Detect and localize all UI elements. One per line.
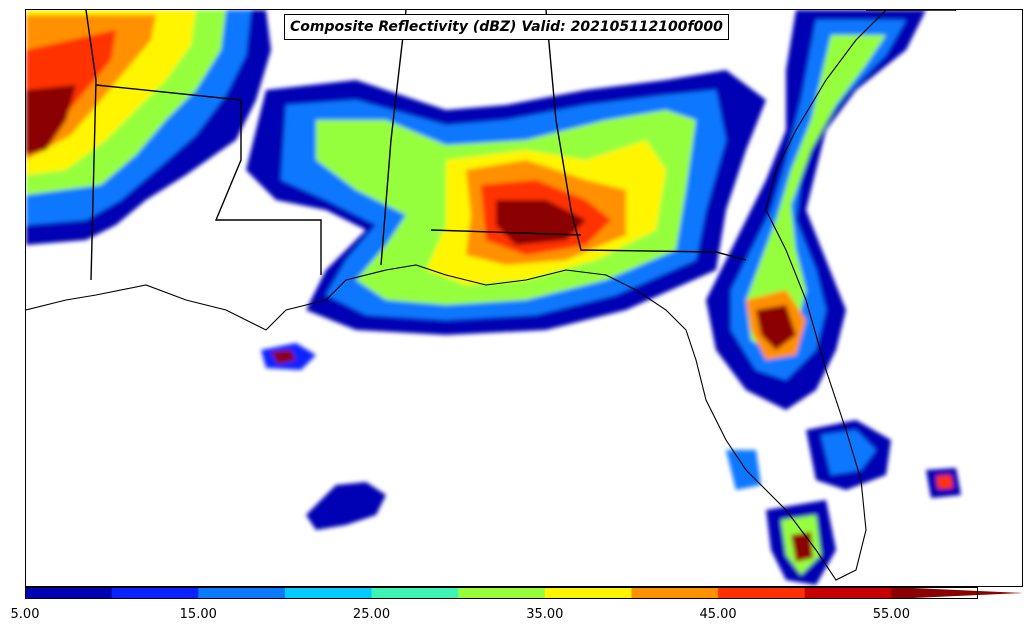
colorbar-bin xyxy=(284,587,373,599)
map-frame[interactable] xyxy=(25,9,1023,587)
colorbar-bin xyxy=(631,587,719,599)
map-title: Composite Reflectivity (dBZ) Valid: 2021… xyxy=(284,14,729,40)
colorbar-bin xyxy=(25,587,113,599)
colorbar-tick-label: 45.00 xyxy=(699,607,737,622)
echo-south-florida xyxy=(726,420,961,585)
colorbar-bin xyxy=(544,587,632,599)
echo-east-coast-line xyxy=(706,10,926,410)
state-borders xyxy=(85,10,956,281)
reflectivity-echoes xyxy=(26,10,961,585)
colorbar-tick-label: 5.00 xyxy=(10,607,40,622)
colorbar-tick-label: 35.00 xyxy=(526,607,564,622)
coastline xyxy=(26,10,887,581)
colorbar-bin xyxy=(804,587,892,599)
geographic-boundaries xyxy=(26,10,956,581)
colorbar-bin xyxy=(458,587,546,599)
colorbar-tick-label: 15.00 xyxy=(179,607,217,622)
colorbar-bin xyxy=(371,587,459,599)
colorbar-tick-label: 25.00 xyxy=(352,607,391,622)
echo-gulf-blob xyxy=(306,482,386,530)
colorbar-bin xyxy=(198,587,286,599)
colorbar xyxy=(25,587,1023,599)
colorbar-bin xyxy=(718,587,806,599)
echo-northwest-system xyxy=(26,10,271,245)
echo-central-band xyxy=(246,70,766,335)
colorbar-outline xyxy=(25,587,978,599)
colorbar-bin xyxy=(891,587,1023,599)
colorbar-bin xyxy=(111,587,199,599)
colorbar-tick-label: 55.00 xyxy=(872,607,910,622)
radar-map xyxy=(26,10,961,585)
